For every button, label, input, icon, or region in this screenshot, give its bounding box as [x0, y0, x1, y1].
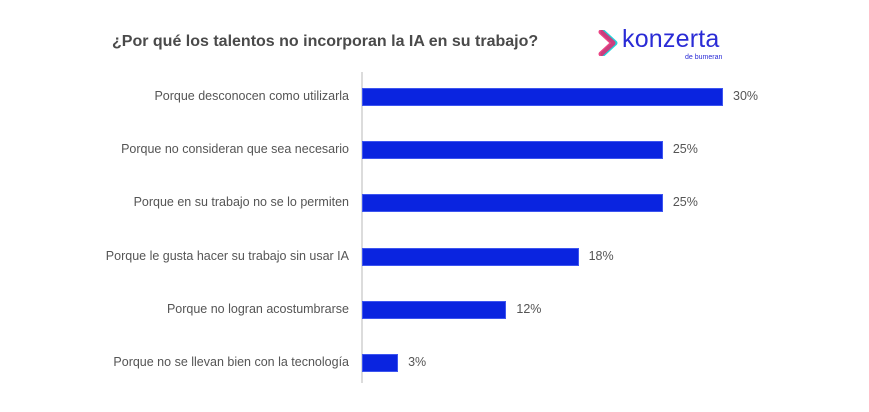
value-label: 30%: [733, 89, 759, 103]
value-label: 3%: [408, 355, 427, 369]
konzerta-logo: konzerta de bumeran: [598, 25, 738, 68]
value-label: 18%: [588, 248, 614, 263]
value-label: 25%: [672, 195, 698, 210]
bar: [362, 141, 663, 160]
logo-wordmark: konzerta: [622, 25, 720, 53]
logo-tagline: de bumeran: [685, 54, 723, 61]
category-label: Porque no logran acostumbrarse: [166, 301, 349, 316]
chevron-logo-icon: [598, 30, 618, 56]
category-label: Porque le gusta hacer su trabajo sin usa…: [105, 248, 349, 263]
category-label: Porque no consideran que sea necesario: [121, 142, 349, 157]
bar: [362, 88, 723, 106]
category-label: Porque en su trabajo no se lo permiten: [133, 195, 349, 210]
chart-title: ¿Por qué los talentos no incorporan la I…: [112, 33, 539, 50]
bar: [362, 194, 663, 213]
bar: [362, 354, 399, 372]
bar: [362, 300, 507, 319]
value-label: 12%: [516, 301, 542, 316]
category-label: Porque no se llevan bien con la tecnolog…: [113, 355, 349, 369]
value-label: 25%: [672, 142, 698, 157]
bar: [362, 247, 579, 266]
category-label: Porque desconocen como utilizarla: [154, 89, 349, 103]
y-axis-line: [361, 72, 363, 383]
